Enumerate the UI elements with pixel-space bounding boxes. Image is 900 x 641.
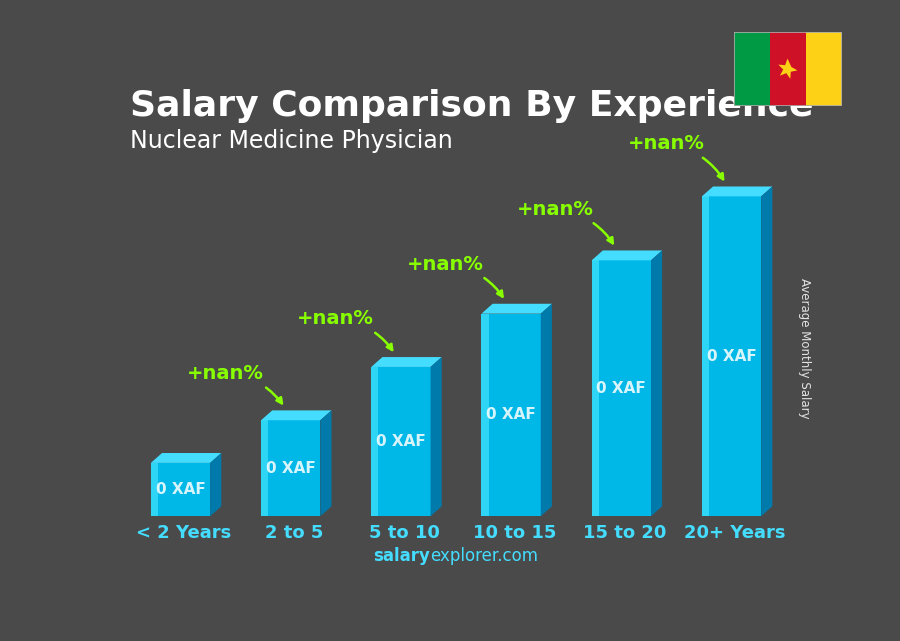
- Text: 0 XAF: 0 XAF: [156, 482, 205, 497]
- Polygon shape: [261, 420, 268, 516]
- Text: 0 XAF: 0 XAF: [597, 381, 646, 395]
- Text: < 2 Years: < 2 Years: [136, 524, 231, 542]
- Text: salary: salary: [373, 547, 430, 565]
- Text: 20+ Years: 20+ Years: [684, 524, 786, 542]
- Polygon shape: [591, 260, 651, 516]
- Text: 5 to 10: 5 to 10: [369, 524, 440, 542]
- Polygon shape: [770, 32, 806, 106]
- Polygon shape: [482, 313, 541, 516]
- Text: +nan%: +nan%: [627, 135, 723, 179]
- Text: 0 XAF: 0 XAF: [486, 408, 536, 422]
- Polygon shape: [151, 463, 158, 516]
- Polygon shape: [151, 453, 221, 463]
- Text: +nan%: +nan%: [518, 200, 613, 244]
- Text: +nan%: +nan%: [297, 310, 392, 350]
- Polygon shape: [761, 187, 772, 516]
- Text: 0 XAF: 0 XAF: [706, 349, 756, 364]
- Polygon shape: [261, 420, 320, 516]
- Text: 0 XAF: 0 XAF: [266, 461, 316, 476]
- Polygon shape: [778, 58, 797, 79]
- Polygon shape: [211, 453, 221, 516]
- Polygon shape: [702, 187, 772, 196]
- Polygon shape: [651, 251, 662, 516]
- Text: explorer.com: explorer.com: [430, 547, 538, 565]
- Polygon shape: [151, 463, 211, 516]
- Polygon shape: [372, 357, 442, 367]
- Polygon shape: [591, 251, 662, 260]
- Text: 10 to 15: 10 to 15: [472, 524, 556, 542]
- Text: Nuclear Medicine Physician: Nuclear Medicine Physician: [130, 129, 453, 153]
- Polygon shape: [430, 357, 442, 516]
- Text: 2 to 5: 2 to 5: [265, 524, 323, 542]
- Text: Salary Comparison By Experience: Salary Comparison By Experience: [130, 89, 814, 123]
- Polygon shape: [702, 196, 761, 516]
- Polygon shape: [320, 410, 331, 516]
- Polygon shape: [806, 32, 842, 106]
- Text: Average Monthly Salary: Average Monthly Salary: [798, 278, 811, 419]
- Polygon shape: [482, 304, 552, 313]
- Text: 0 XAF: 0 XAF: [376, 434, 426, 449]
- Polygon shape: [482, 313, 489, 516]
- Polygon shape: [734, 32, 770, 106]
- Polygon shape: [591, 260, 599, 516]
- Polygon shape: [261, 410, 331, 420]
- Polygon shape: [372, 367, 430, 516]
- Text: +nan%: +nan%: [407, 254, 502, 297]
- Polygon shape: [372, 367, 378, 516]
- Polygon shape: [702, 196, 709, 516]
- Text: 15 to 20: 15 to 20: [583, 524, 666, 542]
- Polygon shape: [541, 304, 552, 516]
- Text: +nan%: +nan%: [186, 364, 282, 403]
